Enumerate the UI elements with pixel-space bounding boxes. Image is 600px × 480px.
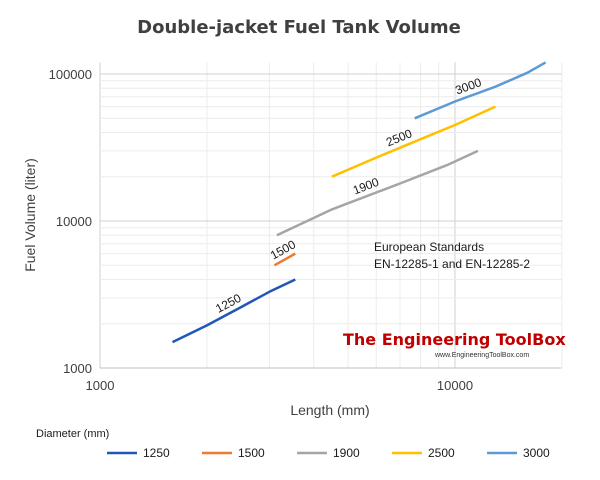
brand-url: www.EngineeringToolBox.com [434,352,529,359]
y-axis-title: Fuel Volume (liter) [22,158,38,272]
series-label-1250: 1250 [213,291,243,316]
series-line-2500 [331,105,496,178]
x-tick-label: 10000 [437,378,473,393]
legend-label-1900: 1900 [333,446,360,460]
series-label-1500: 1500 [268,237,298,262]
series-layer [171,61,547,344]
legend-title: Diameter (mm) [36,428,109,440]
legend-label-2500: 2500 [428,446,455,460]
series-line-3000 [414,61,547,120]
y-tick-label: 10000 [56,214,92,229]
annotation-en-codes: EN-12285-1 and EN-12285-2 [374,257,530,271]
series-line-1900 [276,149,479,237]
brand-name: The Engineering ToolBox [343,330,566,349]
legend-label-1250: 1250 [143,446,170,460]
y-tick-label: 1000 [63,361,92,376]
series-label-3000: 3000 [453,75,483,97]
legend: 1250 1500 1900 2500 3000 [107,446,550,460]
x-axis-title: Length (mm) [290,402,369,418]
annotation-standards: European Standards [374,240,484,254]
x-tick-label: 1000 [86,378,115,393]
series-label-2500: 2500 [384,126,414,149]
chart-title: Double-jacket Fuel Tank Volume [137,17,461,38]
y-tick-label: 100000 [49,67,92,82]
series-line-1500 [273,252,296,267]
engineering-toolbox-logo: The Engineering ToolBox www.EngineeringT… [343,330,566,359]
legend-label-3000: 3000 [523,446,550,460]
series-line-1250 [171,278,296,344]
axis-ticks: 1000 10000 1000 10000 100000 [49,67,473,393]
legend-label-1500: 1500 [238,446,265,460]
